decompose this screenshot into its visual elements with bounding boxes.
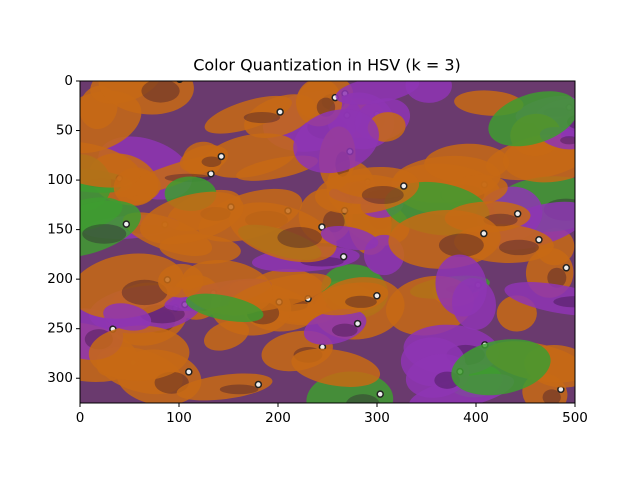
fish-eye — [562, 264, 571, 272]
fish-eye — [207, 170, 215, 178]
fish-shape — [80, 141, 141, 188]
fish-shade — [547, 267, 567, 288]
fish-eye — [376, 390, 384, 398]
fish-shade — [560, 136, 575, 145]
fish-shape — [335, 81, 420, 105]
fish-shade — [331, 323, 358, 337]
fish-eye — [185, 368, 193, 376]
y-tick-label: 150 — [47, 222, 73, 238]
fish-shape — [306, 371, 394, 403]
fish-eye — [122, 220, 131, 228]
fish-shade — [201, 156, 222, 168]
fish-shade — [82, 224, 127, 244]
fish-shape — [451, 339, 551, 396]
fish-shade — [277, 227, 322, 248]
fish-eye — [594, 293, 600, 299]
fish-shape — [80, 253, 184, 319]
fish-shade — [438, 233, 484, 258]
y-tick-label: 0 — [64, 73, 73, 89]
fish-shade — [361, 185, 404, 205]
x-tick-label: 100 — [166, 410, 192, 426]
fish-shape — [103, 303, 152, 331]
fish-eye — [480, 229, 488, 238]
fish-shade — [345, 394, 380, 403]
fish-eye — [318, 223, 326, 231]
y-tick-label: 200 — [47, 271, 73, 287]
x-tick-label: 0 — [76, 410, 85, 426]
fish-shape — [88, 325, 190, 381]
fish-shape — [176, 373, 273, 401]
fish-shade — [121, 279, 168, 306]
fish-eye — [217, 152, 226, 161]
fish-eye — [254, 380, 263, 389]
x-tick-label: 500 — [562, 410, 588, 426]
fish-shape — [424, 143, 510, 183]
fish-shape — [314, 166, 420, 215]
x-tick-label: 200 — [265, 410, 291, 426]
fish-shade — [243, 111, 281, 124]
fish-eye — [339, 252, 348, 261]
fish-shade — [141, 81, 180, 103]
fish-shade — [219, 384, 259, 395]
fish-shade — [553, 296, 575, 308]
fish-eye — [353, 319, 362, 328]
fish-shape — [293, 109, 379, 174]
y-tick-label: 100 — [47, 172, 73, 188]
fish-shape — [320, 225, 379, 251]
fish-shape — [504, 282, 575, 316]
chart-title: Color Quantization in HSV (k = 3) — [193, 56, 461, 75]
fish-eye — [513, 210, 522, 218]
fish-eye — [574, 134, 575, 138]
fish-eye — [585, 196, 591, 202]
fish-shape — [291, 348, 381, 387]
fish-shape — [229, 202, 337, 263]
fish-shape — [179, 144, 229, 174]
fish-shape — [488, 91, 575, 147]
fish-shape — [139, 191, 244, 245]
y-tick-label: 250 — [47, 321, 73, 337]
fish-shape — [98, 81, 194, 115]
fish-shade — [498, 239, 539, 256]
fish-eye — [593, 111, 599, 117]
fish-shape — [185, 293, 264, 323]
fish-shape — [405, 353, 470, 398]
fish-shape — [405, 81, 452, 103]
fish-shape — [303, 308, 367, 345]
axes-frame — [79, 80, 576, 404]
fish-shade — [542, 389, 561, 403]
x-tick-label: 300 — [364, 410, 390, 426]
fish-eye — [276, 108, 284, 116]
fish-shape — [204, 95, 292, 134]
y-tick-label: 300 — [47, 370, 73, 386]
fish-shape — [388, 209, 501, 269]
fish-shape — [435, 254, 487, 317]
x-tick-label: 400 — [463, 410, 489, 426]
image — [80, 81, 600, 403]
y-tick-label: 50 — [56, 123, 73, 139]
fish-shape — [80, 200, 141, 258]
fish-eye — [535, 236, 543, 244]
fish-eye — [373, 292, 381, 300]
fish-eye — [400, 182, 408, 190]
fish-shade — [345, 295, 377, 308]
fish-shape — [309, 282, 389, 316]
fish-shape — [236, 155, 318, 181]
